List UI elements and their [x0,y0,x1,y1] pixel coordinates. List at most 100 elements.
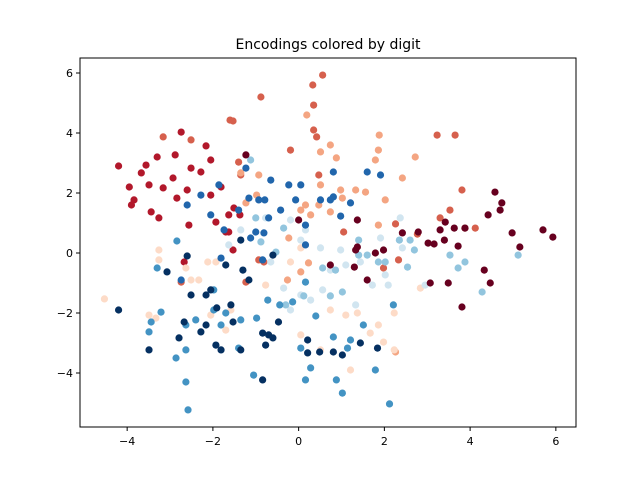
point-digit-8 [376,171,385,179]
point-digit-5 [280,284,288,292]
point-digit-8 [242,164,250,172]
point-digit-0 [424,239,432,247]
point-digit-9 [163,268,171,276]
point-digit-4 [212,258,220,266]
point-digit-3 [316,148,325,156]
point-digit-3 [338,194,346,202]
point-digit-3 [371,156,379,164]
y-tick-label: 6 [66,67,73,80]
point-digit-5 [368,281,376,289]
point-digit-9 [338,351,346,359]
point-digit-7 [371,366,379,374]
point-digit-9 [274,318,283,326]
point-digit-4 [195,276,203,284]
point-digit-9 [229,318,237,326]
point-digit-8 [301,221,310,229]
point-digit-4 [182,264,190,272]
point-digit-7 [182,346,190,354]
point-digit-0 [549,233,557,241]
point-digit-2 [394,256,403,264]
point-digit-5 [356,258,364,266]
point-digit-4 [155,246,163,254]
point-digit-1 [207,156,215,164]
point-digit-5 [376,234,385,242]
point-digit-3 [398,174,406,182]
point-digit-4 [187,276,195,284]
point-digit-7 [172,354,180,362]
point-digit-7 [217,321,225,329]
point-digit-9 [202,291,210,299]
point-digit-0 [436,226,444,234]
point-digit-7 [237,316,245,324]
chart-title: Encodings colored by digit [235,37,421,53]
point-digit-1 [185,221,193,229]
point-digit-8 [301,241,310,249]
x-tick-label: −4 [119,435,135,448]
point-digit-2 [451,131,459,139]
point-digit-2 [471,224,479,232]
point-digit-9 [114,306,123,314]
point-digit-8 [265,214,273,222]
point-digit-0 [242,151,250,159]
point-digit-7 [389,301,397,309]
point-digit-3 [361,188,370,196]
point-digit-4 [366,329,374,337]
point-digit-2 [159,133,167,141]
point-digit-9 [222,261,230,269]
point-digit-7 [329,333,337,341]
point-digit-9 [239,266,247,274]
point-digit-7 [173,237,181,245]
point-digit-5 [381,271,389,279]
point-digit-5 [352,301,360,309]
x-tick-label: −2 [205,435,221,448]
point-digit-6 [410,246,418,254]
point-digit-8 [363,168,371,176]
point-digit-8 [329,168,337,176]
point-digit-3 [307,211,315,219]
point-digit-5 [237,226,245,234]
point-digit-3 [285,234,293,242]
axes-frame [79,57,577,428]
point-digit-3 [374,221,382,229]
point-digit-7 [338,389,346,397]
point-digit-2 [436,214,444,222]
point-digit-3 [337,186,345,194]
point-digit-7 [312,312,320,320]
point-digit-4 [379,338,388,346]
point-digit-0 [450,224,458,232]
point-digit-1 [169,174,177,182]
point-digit-0 [498,199,506,207]
point-digit-9 [245,276,253,284]
point-digit-9 [187,291,195,299]
point-digit-0 [352,246,360,254]
point-digit-0 [398,229,406,237]
point-digit-1 [153,153,161,161]
point-digit-6 [363,251,371,259]
point-digit-5 [225,241,233,249]
point-digit-3 [303,111,311,119]
point-digit-1 [173,194,181,202]
point-digit-3 [375,131,383,139]
point-digit-2 [286,146,295,154]
point-digit-7 [153,264,161,272]
point-digit-0 [295,216,303,224]
point-digit-3 [374,146,382,154]
point-digit-8 [245,194,253,202]
point-digit-3 [297,206,305,214]
point-digit-6 [300,292,308,300]
point-digit-4 [100,295,109,303]
point-digit-1 [225,211,233,219]
point-digit-6 [478,288,486,296]
point-digit-6 [514,251,522,259]
point-digit-6 [381,258,389,266]
point-digit-8 [183,201,191,209]
point-digit-6 [247,156,255,164]
point-digit-3 [283,276,292,284]
point-digit-8 [255,196,263,204]
point-digit-2 [433,131,441,139]
point-digit-6 [355,236,363,244]
point-digit-9 [180,318,188,326]
point-digit-9 [269,251,277,259]
point-digit-1 [197,168,205,176]
point-digit-4 [222,326,230,334]
